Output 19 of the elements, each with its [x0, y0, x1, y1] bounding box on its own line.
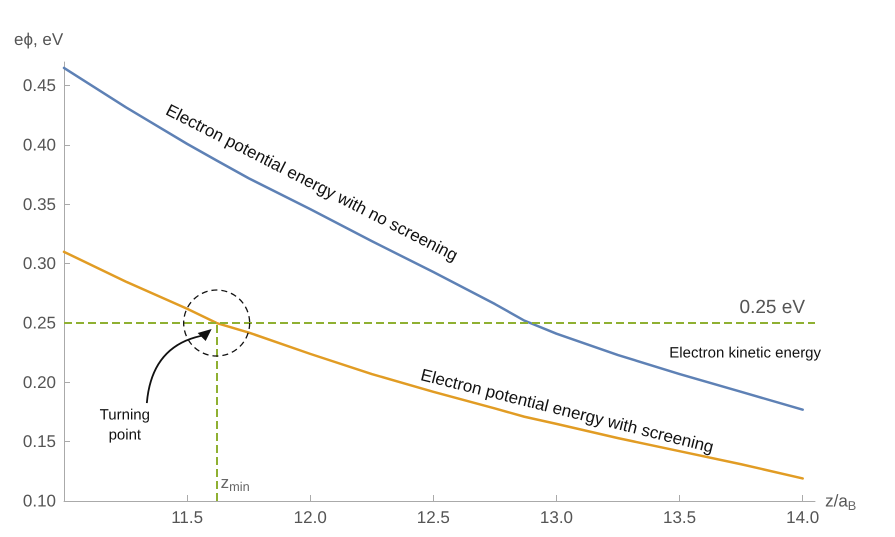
y-tick-label: 0.45	[22, 76, 56, 96]
annotation: Electron kinetic energy	[669, 344, 822, 362]
x-tick-label: 12.5	[416, 508, 450, 527]
y-tick-label: 0.15	[22, 432, 56, 452]
annotation: Turning point	[100, 406, 150, 444]
x-tick-label: 13.0	[540, 508, 574, 527]
ref-line-label: 0.25 eV	[740, 297, 806, 318]
x-tick-label: 12.0	[294, 508, 327, 527]
x-tick-label: 13.5	[663, 508, 696, 527]
x-tick-label: 14.0	[786, 508, 820, 527]
y-tick-label: 0.35	[22, 194, 56, 214]
y-tick-label: 0.30	[22, 254, 56, 274]
annotation: Electron potential energy with screening	[418, 365, 716, 457]
y-tick-label: 0.40	[22, 136, 56, 155]
y-axis-title: eϕ, eV	[14, 30, 64, 49]
y-tick-label: 0.25	[22, 314, 56, 333]
y-tick-label: 0.20	[22, 372, 56, 392]
x-tick-label: 11.5	[171, 508, 204, 527]
y-tick-label: 0.10	[22, 492, 56, 510]
